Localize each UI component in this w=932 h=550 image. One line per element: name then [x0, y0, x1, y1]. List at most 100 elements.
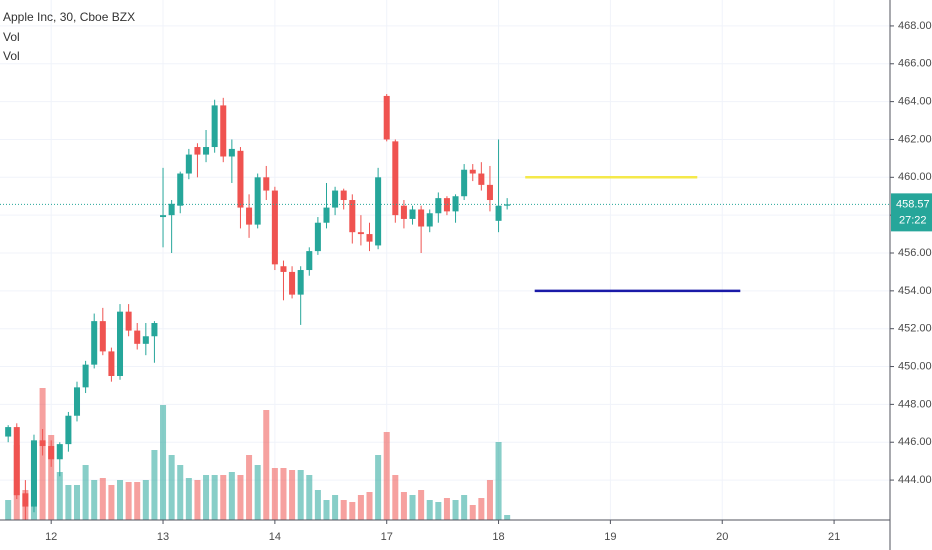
volume-bar: [237, 475, 244, 520]
volume-bar: [117, 480, 124, 520]
volume-bar: [108, 485, 115, 520]
candle-body: [375, 177, 382, 246]
candle-body: [194, 147, 201, 155]
volume-bar: [409, 495, 416, 520]
volume-bar: [65, 485, 72, 520]
y-tick-label: 444.00: [898, 474, 932, 486]
y-tick-label: 448.00: [898, 398, 932, 410]
volume-bar: [426, 500, 433, 520]
y-tick-label: 464.00: [898, 96, 932, 108]
volume-bar: [461, 495, 468, 520]
candle-body: [349, 200, 356, 233]
volume-bar: [220, 475, 227, 520]
candle-body: [48, 446, 55, 460]
candle-body: [271, 190, 278, 265]
volume-bar: [400, 492, 407, 520]
volume-bar: [469, 505, 476, 520]
candle-body: [203, 147, 210, 155]
volume-bar: [73, 485, 81, 520]
volume-bar: [271, 468, 278, 520]
volume-bar: [504, 515, 511, 520]
x-tick-label: 20: [716, 531, 728, 543]
candle-body: [461, 169, 468, 197]
candle-body: [211, 105, 218, 148]
volume-bar: [99, 478, 106, 520]
volume-bar: [306, 475, 313, 520]
candle-body: [332, 190, 339, 208]
volume-bar: [495, 442, 502, 520]
volume-bar: [168, 455, 175, 520]
candle-body: [357, 232, 364, 235]
volume-bar: [392, 475, 399, 520]
candle-body: [177, 173, 184, 206]
y-tick-label: 452.00: [898, 323, 932, 335]
volume-bar: [177, 465, 184, 520]
volume-bar: [134, 482, 141, 520]
candle-body: [73, 387, 81, 416]
volume-bar: [48, 435, 55, 520]
candle-body: [469, 169, 476, 174]
candle-body: [504, 204, 511, 206]
y-tick-label: 468.00: [898, 20, 932, 32]
last-price-label: 458.57: [896, 198, 930, 210]
candle-body: [65, 415, 72, 445]
volume-bar: [246, 455, 253, 520]
x-tick-label: 17: [381, 531, 393, 543]
candle-body: [289, 271, 296, 295]
candle-body: [22, 493, 29, 507]
x-tick-label: 18: [492, 531, 504, 543]
candle-body: [392, 141, 399, 216]
candle-body: [435, 198, 442, 214]
volume-bar: [5, 500, 12, 520]
volume-bar: [340, 500, 347, 520]
y-tick-label: 454.00: [898, 285, 932, 297]
price-pane: [0, 94, 890, 520]
volume-bar: [151, 450, 158, 520]
candle-body: [151, 323, 158, 337]
candle-body: [117, 311, 124, 376]
volume-bar: [289, 470, 296, 520]
volume-bar: [142, 480, 149, 520]
candle-body: [30, 440, 37, 507]
candle-body: [56, 444, 63, 460]
y-tick-label: 450.00: [898, 360, 932, 372]
x-tick-label: 21: [828, 531, 840, 543]
x-tick-label: 12: [45, 531, 57, 543]
candle-body: [108, 351, 115, 376]
indicator-label: Vol: [3, 30, 20, 44]
volume-bar: [375, 455, 382, 520]
candle-body: [237, 150, 244, 208]
candle-body: [99, 321, 106, 352]
candle-body: [418, 209, 425, 227]
x-tick-label: 13: [157, 531, 169, 543]
last-price-box: [891, 193, 932, 232]
candle-body: [254, 177, 261, 225]
candle-body: [340, 190, 347, 201]
y-tick-label: 466.00: [898, 58, 932, 70]
y-tick-label: 446.00: [898, 436, 932, 448]
candle-body: [323, 207, 330, 223]
volume-bar: [56, 472, 63, 520]
countdown-label: 27:22: [899, 214, 927, 226]
candle-body: [280, 266, 287, 272]
volume-bar: [263, 410, 270, 520]
candle-body: [134, 330, 141, 344]
candle-body: [142, 336, 149, 344]
volume-bar: [323, 500, 330, 520]
candle-body: [246, 207, 253, 225]
volume-bar: [452, 500, 459, 520]
candle-body: [82, 364, 89, 388]
volume-bar: [443, 498, 450, 520]
volume-bar: [203, 475, 210, 520]
candle-body: [91, 321, 98, 365]
y-tick-label: 456.00: [898, 247, 932, 259]
candle-body: [185, 154, 192, 174]
candle-body: [297, 270, 304, 295]
candle-body: [314, 222, 321, 252]
candle-body: [220, 105, 227, 157]
volume-bar: [314, 490, 321, 520]
volume-bar: [332, 495, 339, 520]
x-tick-label: 19: [604, 531, 616, 543]
candle-body: [426, 213, 433, 227]
